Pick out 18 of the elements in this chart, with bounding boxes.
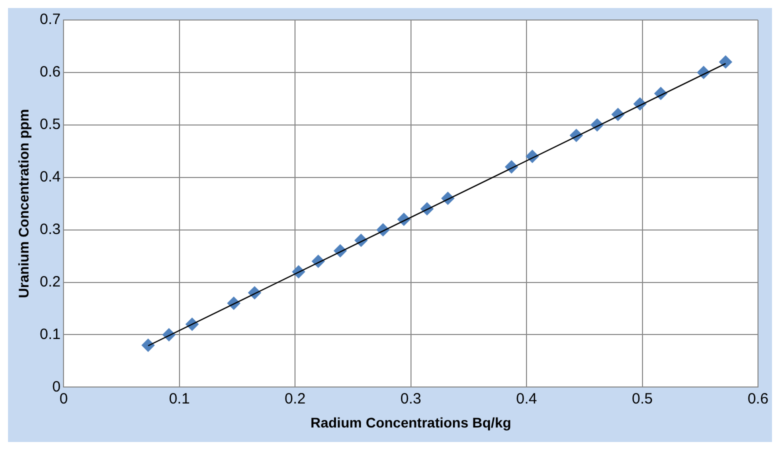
y-tick-label: 0 bbox=[52, 378, 61, 396]
x-tick-label: 0.3 bbox=[400, 390, 422, 408]
y-tick-label: 0.2 bbox=[40, 273, 61, 290]
point bbox=[142, 338, 155, 352]
y-tick-label: 0.3 bbox=[40, 220, 61, 238]
x-tick-label: 0.5 bbox=[632, 390, 653, 408]
y-tick-label: 0.4 bbox=[40, 168, 61, 186]
y-tick-label: 0.1 bbox=[40, 326, 61, 343]
x-axis-title: Radium Concentrations Bq/kg bbox=[310, 414, 512, 430]
y-tick-label: 0.5 bbox=[40, 116, 61, 134]
x-tick-label: 0.2 bbox=[284, 390, 306, 408]
x-tick-label: 0.4 bbox=[516, 390, 537, 408]
x-tick-label: 0.1 bbox=[168, 390, 190, 408]
point bbox=[719, 55, 732, 68]
y-axis-title: Uranium Concentration ppm bbox=[15, 109, 32, 298]
y-tick-label: 0.7 bbox=[40, 11, 61, 28]
y-tick-label: 0.6 bbox=[40, 64, 61, 81]
x-tick-label: 0.6 bbox=[748, 390, 768, 408]
